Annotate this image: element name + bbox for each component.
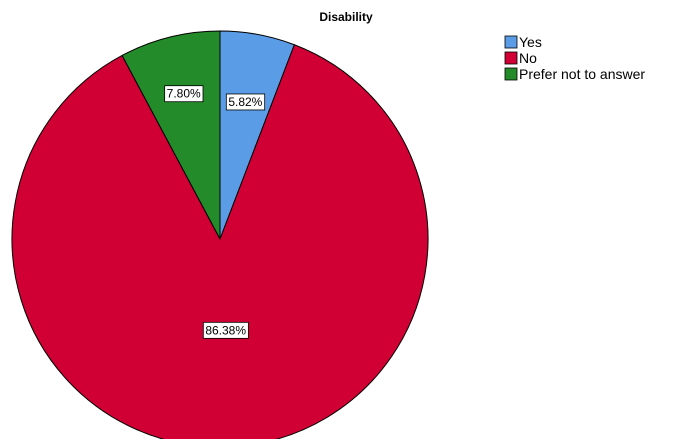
slice-label-no: 86.38% — [202, 321, 249, 339]
legend-swatch — [504, 35, 518, 49]
pie-slices — [11, 30, 429, 439]
legend-swatch — [504, 51, 518, 65]
svg-text:7.80%: 7.80% — [167, 87, 201, 101]
legend-label: Prefer not to answer — [519, 66, 645, 82]
chart-title: Disability — [319, 10, 373, 24]
svg-text:86.38%: 86.38% — [205, 323, 246, 337]
slice-label-yes: 5.82% — [225, 93, 266, 111]
legend-label: No — [519, 50, 537, 66]
slice-label-prefer-not-to-answer: 7.80% — [164, 85, 204, 103]
legend-item-yes: Yes — [504, 34, 542, 50]
legend-swatch — [504, 67, 518, 81]
svg-text:5.82%: 5.82% — [228, 95, 262, 109]
pie-slice-prefer-not-to-answer — [121, 30, 221, 240]
legend-label: Yes — [519, 34, 542, 50]
pie-slice-labels: 5.82% 86.38% 7.80% — [164, 85, 266, 339]
legend-item-no: No — [504, 50, 537, 66]
pie-slice-no — [11, 44, 429, 439]
legend-item-prefer-not-to-answer: Prefer not to answer — [504, 66, 645, 82]
